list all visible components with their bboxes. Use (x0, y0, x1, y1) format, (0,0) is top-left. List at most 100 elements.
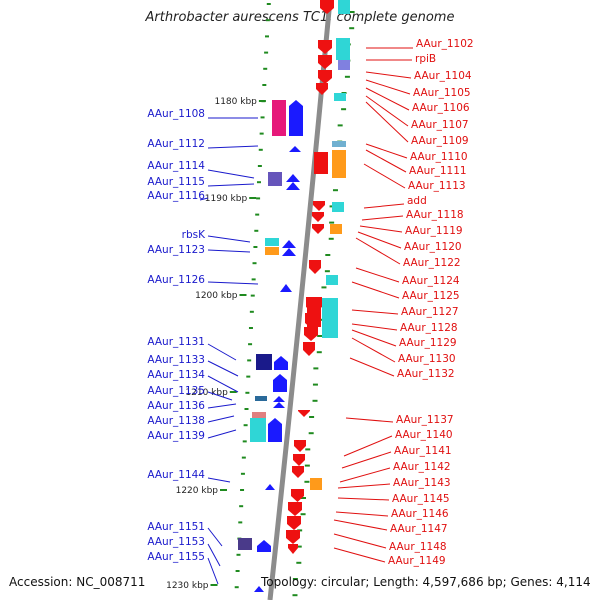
reverse-gene-arrow (294, 440, 306, 452)
gene-feature-box (255, 396, 267, 401)
right-gene-label: AAur_1148 (389, 541, 447, 553)
right-leader-line (349, 357, 395, 377)
reverse-gene-box (307, 297, 321, 327)
right-leader-line (337, 497, 390, 501)
left-leader-line (207, 249, 251, 253)
right-leader-line (357, 231, 402, 249)
forward-gene-arrow (282, 248, 296, 256)
forward-gene-arrow (274, 356, 288, 370)
left-gene-label: AAur_1114 (147, 160, 205, 172)
right-gene-label: AAur_1106 (412, 102, 470, 114)
right-gene-label: AAur_1120 (404, 241, 462, 253)
right-leader-line (341, 451, 392, 469)
left-leader-line (207, 145, 259, 149)
reverse-gene-arrow (316, 83, 328, 95)
gene-feature-box (330, 224, 342, 234)
right-leader-line (335, 511, 389, 517)
gene-feature-box (332, 141, 346, 147)
reverse-gene-arrow (313, 201, 325, 211)
right-gene-label: AAur_1113 (408, 180, 466, 192)
left-leader-line (207, 527, 223, 547)
left-gene-label: AAur_1135 (147, 385, 205, 397)
left-gene-label: AAur_1108 (147, 108, 205, 120)
reverse-gene-arrow (304, 327, 318, 341)
left-gene-label: AAur_1123 (147, 244, 205, 256)
right-gene-label: AAur_1104 (414, 70, 472, 82)
left-leader-line (207, 375, 239, 393)
right-gene-label: AAur_1142 (393, 461, 451, 473)
right-gene-label: AAur_1118 (406, 209, 464, 221)
left-leader-line (207, 235, 251, 243)
left-leader-line (207, 477, 231, 483)
right-gene-label: AAur_1122 (403, 257, 461, 269)
right-leader-line (359, 225, 403, 233)
left-gene-label: AAur_1136 (147, 400, 205, 412)
left-gene-label: AAur_1151 (147, 521, 205, 533)
right-leader-line (365, 101, 409, 143)
right-leader-line (365, 71, 412, 79)
reverse-gene-arrow (287, 516, 301, 530)
reverse-gene-arrow (318, 70, 332, 84)
reverse-gene-arrow (312, 224, 324, 234)
gene-feature-box (250, 418, 266, 442)
reverse-gene-arrow (309, 260, 321, 274)
kbp-marker-label: 1210 kbp (185, 388, 228, 398)
right-gene-label: AAur_1132 (397, 368, 455, 380)
right-gene-label: AAur_1110 (410, 151, 468, 163)
forward-gene-arrow (286, 182, 300, 190)
left-gene-label: rbsK (182, 229, 206, 241)
gene-feature-box (272, 100, 286, 136)
left-gene-label: AAur_1134 (147, 369, 205, 381)
left-gene-label: AAur_1116 (147, 190, 205, 202)
right-gene-label: AAur_1143 (393, 477, 451, 489)
left-leader-line (207, 557, 219, 585)
right-gene-label: AAur_1141 (394, 445, 452, 457)
left-leader-line (207, 415, 235, 423)
right-leader-line (355, 237, 401, 265)
gene-feature-box (338, 60, 350, 70)
left-leader-line (207, 391, 233, 401)
reverse-gene-arrow (303, 342, 315, 356)
forward-gene-arrow (286, 174, 300, 182)
left-gene-label: AAur_1155 (147, 551, 205, 563)
forward-gene-arrow (289, 100, 303, 136)
accession-text: Accession: NC_008711 (9, 575, 146, 589)
right-leader-line (351, 329, 397, 347)
reverse-gene-arrow (320, 0, 334, 14)
gene-feature-box (268, 172, 282, 186)
left-gene-label: AAur_1138 (147, 415, 205, 427)
left-leader-line (207, 543, 221, 567)
left-gene-label: AAur_1153 (147, 536, 205, 548)
right-gene-label: AAur_1124 (402, 275, 460, 287)
right-leader-line (351, 337, 396, 363)
right-gene-label: AAur_1127 (401, 306, 459, 318)
right-gene-label: AAur_1140 (395, 429, 453, 441)
kbp-marker-label: 1220 kbp (176, 486, 219, 496)
reverse-gene-arrow (291, 489, 304, 502)
gene-feature-box (338, 0, 350, 14)
reverse-gene-arrow (292, 466, 304, 478)
right-gene-label: AAur_1146 (391, 508, 449, 520)
right-leader-line (351, 309, 399, 315)
kbp-marker-label: 1180 kbp (214, 97, 257, 107)
topology-text: Topology: circular; Length: 4,597,686 bp… (261, 575, 591, 589)
forward-gene-arrow (254, 586, 264, 592)
right-leader-line (339, 467, 391, 483)
gene-feature-box (322, 298, 338, 338)
reverse-gene-arrow (318, 40, 332, 54)
right-gene-label: AAur_1149 (388, 555, 446, 567)
right-gene-label: AAur_1109 (411, 135, 469, 147)
reverse-gene-arrow (286, 530, 300, 544)
forward-gene-arrow (273, 374, 287, 392)
gene-feature-box (310, 478, 322, 490)
right-leader-line (355, 267, 400, 283)
right-gene-label: AAur_1111 (409, 165, 467, 177)
left-leader-line (207, 360, 239, 377)
kbp-marker-label: 1190 kbp (205, 194, 248, 204)
right-leader-line (363, 203, 405, 209)
gene-feature-box (256, 354, 272, 370)
right-leader-line (333, 519, 388, 531)
reverse-gene-arrow (312, 212, 324, 222)
left-gene-label: AAur_1133 (147, 354, 205, 366)
